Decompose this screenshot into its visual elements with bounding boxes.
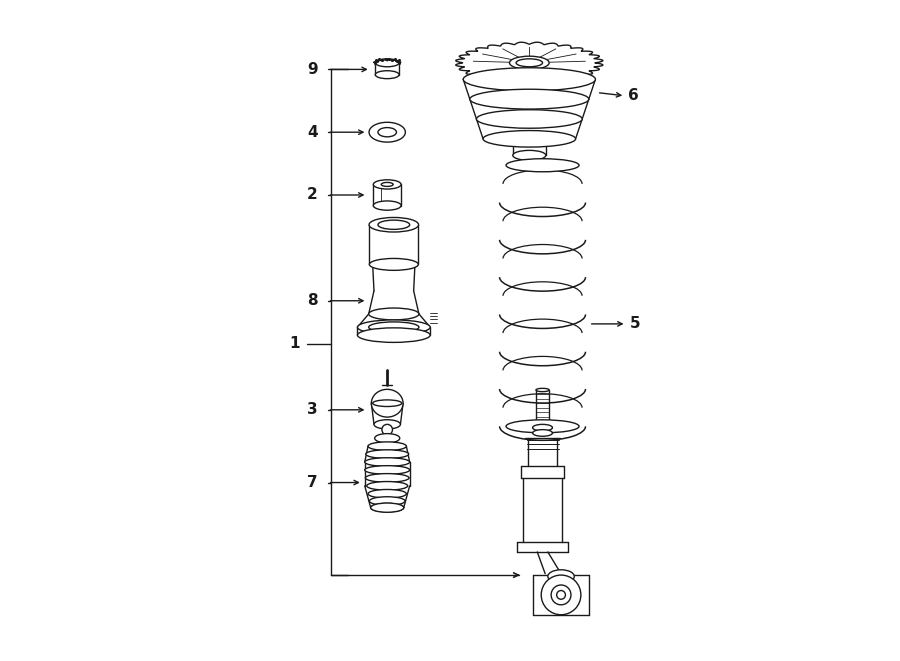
Ellipse shape	[533, 424, 553, 431]
Text: 3: 3	[307, 403, 318, 417]
Ellipse shape	[364, 457, 410, 467]
Circle shape	[557, 590, 565, 600]
Text: 1: 1	[290, 336, 300, 351]
Ellipse shape	[548, 570, 574, 583]
Circle shape	[551, 585, 571, 605]
Text: 9: 9	[307, 62, 318, 77]
Ellipse shape	[483, 130, 576, 147]
Ellipse shape	[464, 68, 596, 91]
Ellipse shape	[373, 400, 401, 407]
Text: 8: 8	[307, 293, 318, 308]
Ellipse shape	[372, 389, 403, 417]
Ellipse shape	[369, 122, 405, 142]
Ellipse shape	[506, 420, 579, 433]
Ellipse shape	[371, 504, 404, 512]
Circle shape	[541, 575, 580, 615]
Ellipse shape	[536, 389, 549, 391]
Ellipse shape	[368, 442, 407, 451]
Text: 5: 5	[630, 317, 641, 331]
Ellipse shape	[369, 322, 419, 332]
Ellipse shape	[375, 71, 399, 79]
Ellipse shape	[364, 465, 410, 475]
Ellipse shape	[366, 481, 408, 490]
Ellipse shape	[506, 159, 579, 172]
Ellipse shape	[368, 489, 407, 498]
Ellipse shape	[378, 128, 397, 137]
Ellipse shape	[470, 89, 589, 109]
Ellipse shape	[365, 449, 409, 459]
Ellipse shape	[369, 308, 419, 320]
Ellipse shape	[476, 110, 582, 128]
Ellipse shape	[371, 503, 404, 512]
Ellipse shape	[374, 201, 401, 210]
Ellipse shape	[533, 430, 553, 436]
Circle shape	[382, 424, 392, 435]
Text: 7: 7	[307, 475, 318, 490]
Ellipse shape	[369, 217, 419, 232]
Ellipse shape	[357, 328, 430, 342]
Ellipse shape	[369, 497, 405, 505]
Text: 6: 6	[628, 89, 639, 103]
Text: 4: 4	[307, 125, 318, 139]
Ellipse shape	[509, 56, 549, 69]
Ellipse shape	[382, 182, 393, 186]
Ellipse shape	[374, 434, 400, 443]
Ellipse shape	[365, 473, 409, 483]
Text: 2: 2	[307, 188, 318, 202]
Ellipse shape	[375, 59, 399, 67]
Ellipse shape	[357, 320, 430, 334]
Ellipse shape	[378, 220, 410, 229]
Ellipse shape	[374, 420, 400, 429]
Ellipse shape	[374, 180, 401, 189]
Ellipse shape	[513, 150, 545, 160]
Ellipse shape	[369, 258, 419, 270]
Ellipse shape	[516, 59, 543, 67]
